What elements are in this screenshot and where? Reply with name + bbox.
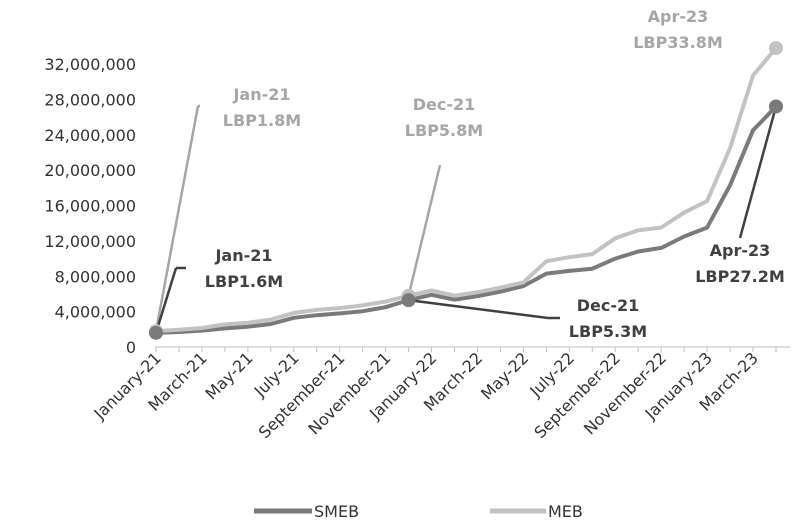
annotation-period: Dec-21 [413, 95, 476, 114]
y-tick-label: 8,000,000 [55, 267, 136, 286]
annotation-value: LBP27.2M [695, 267, 785, 286]
series-line-meb [154, 46, 778, 334]
data-point-marker [149, 325, 163, 340]
legend: SMEB MEB [254, 502, 583, 521]
annotations: Jan-21 LBP1.8M Jan-21 LBP1.6M Dec-21 LBP5.8M D… [154, 7, 785, 341]
legend-label: MEB [548, 502, 583, 521]
annotation-period: Jan-21 [232, 85, 290, 104]
y-tick-label: 16,000,000 [44, 197, 136, 216]
data-point-marker [769, 99, 783, 114]
annotation-value: LBP5.3M [569, 322, 647, 341]
y-axis: 0 4,000,000 8,000,000 12,000,000 16,000,000 2… [44, 55, 136, 357]
annotation-value: LBP1.6M [205, 272, 283, 291]
y-tick-label: 4,000,000 [55, 303, 136, 322]
x-axis: January-21March-21May-21July-21September… [90, 346, 790, 442]
y-tick-label: 28,000,000 [44, 90, 136, 109]
y-tick-label: 12,000,000 [44, 232, 136, 251]
x-tick-label: May-21 [202, 348, 257, 403]
annotation-period: Apr-23 [648, 7, 709, 26]
annotation-leader [408, 298, 549, 320]
y-tick-label: 24,000,000 [44, 126, 136, 145]
annotation-leader [738, 106, 778, 239]
y-tick-label: 32,000,000 [44, 55, 136, 74]
annotation-leader [407, 164, 442, 296]
series-line-smeb [154, 104, 778, 335]
legend-label: SMEB [314, 502, 359, 521]
annotation-value: LBP5.8M [405, 121, 483, 140]
y-tick-label: 0 [126, 338, 136, 357]
annotation-value: LBP33.8M [633, 33, 723, 52]
annotation-value: LBP1.8M [223, 111, 301, 130]
annotation-period: Apr-23 [710, 241, 771, 260]
x-tick-label: May-22 [477, 348, 532, 403]
annotation-leader [154, 267, 178, 334]
annotation-period: Dec-21 [577, 296, 640, 315]
y-tick-label: 20,000,000 [44, 161, 136, 180]
data-point-marker [769, 41, 783, 56]
annotation-period: Jan-21 [214, 246, 272, 265]
x-tick-label: January-21 [90, 348, 165, 423]
data-point-marker [401, 293, 416, 308]
annotation-leader [154, 105, 200, 332]
